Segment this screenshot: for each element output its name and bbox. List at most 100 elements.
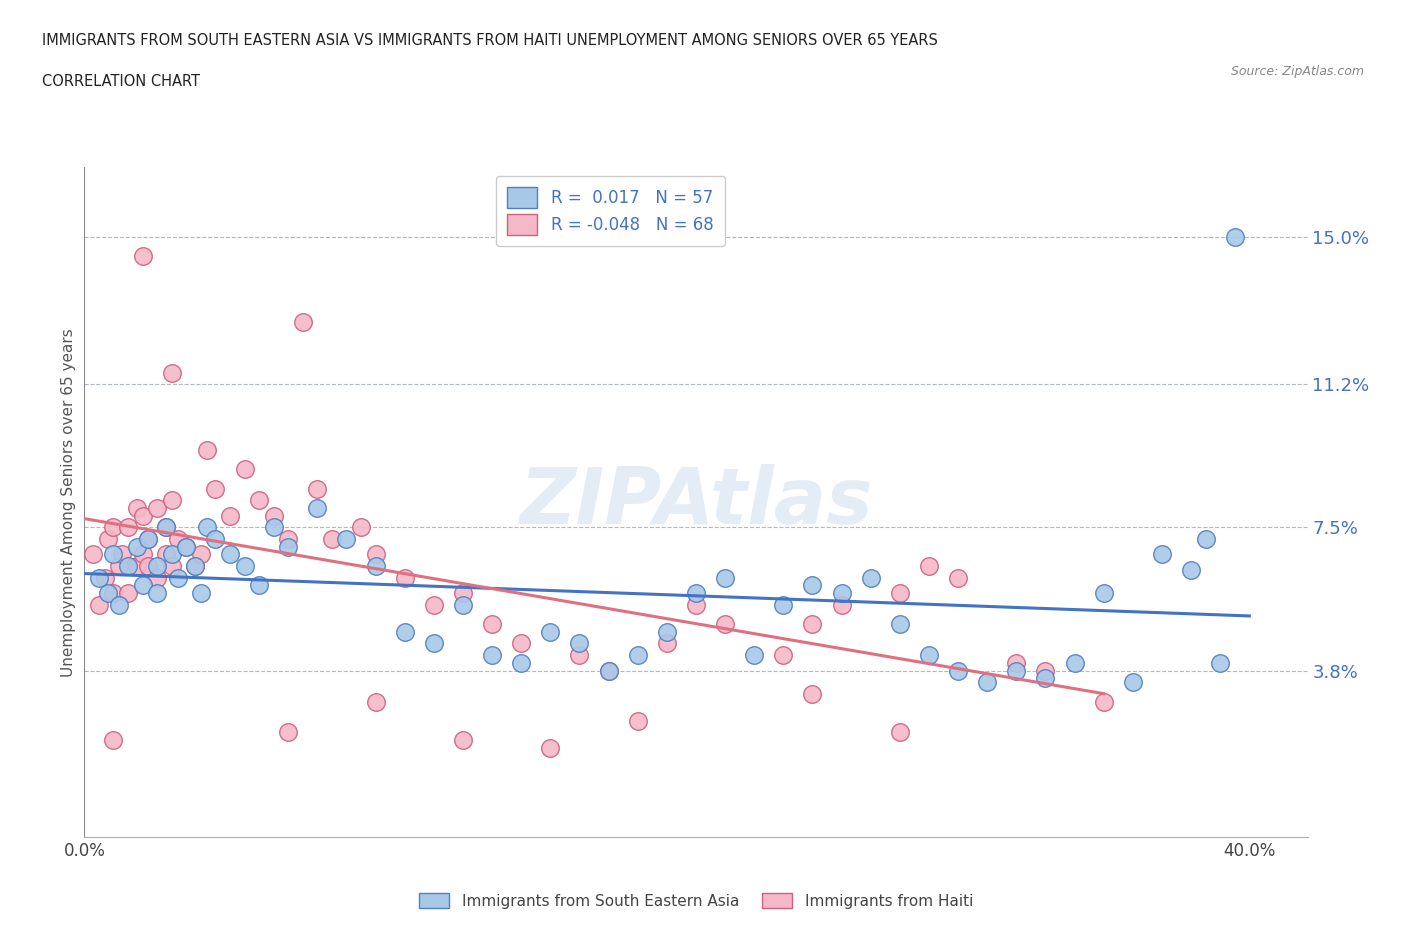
Point: [219, 133, 242, 148]
Point: [1122, 675, 1144, 690]
Point: [103, 547, 125, 562]
Point: [155, 520, 177, 535]
Point: [160, 547, 183, 562]
Point: [889, 725, 911, 740]
Point: [364, 547, 387, 562]
Point: [87, 570, 110, 585]
Point: [538, 624, 561, 639]
Point: [1005, 656, 1028, 671]
Point: [1063, 656, 1085, 671]
Point: [394, 624, 416, 639]
Point: [859, 570, 882, 585]
Point: [451, 586, 474, 601]
Point: [117, 559, 139, 574]
Point: [1092, 694, 1115, 709]
Point: [350, 520, 373, 535]
Point: [117, 520, 139, 535]
Point: [598, 663, 620, 678]
Point: [918, 559, 941, 574]
Point: [131, 509, 153, 524]
Text: IMMIGRANTS FROM SOUTH EASTERN ASIA VS IMMIGRANTS FROM HAITI UNEMPLOYMENT AMONG S: IMMIGRANTS FROM SOUTH EASTERN ASIA VS IM…: [42, 33, 938, 47]
Point: [321, 532, 343, 547]
Point: [138, 532, 160, 547]
Y-axis label: Unemployment Among Seniors over 65 years: Unemployment Among Seniors over 65 years: [60, 328, 76, 677]
Point: [174, 539, 197, 554]
Point: [423, 597, 446, 612]
Point: [125, 539, 148, 554]
Point: [125, 559, 148, 574]
Point: [307, 500, 329, 515]
Point: [423, 636, 446, 651]
Point: [146, 559, 169, 574]
Point: [1195, 532, 1218, 547]
Text: ZIPAtlas: ZIPAtlas: [519, 464, 873, 540]
Point: [831, 597, 853, 612]
Point: [291, 314, 314, 329]
Point: [97, 532, 120, 547]
Point: [103, 520, 125, 535]
Point: [160, 493, 183, 508]
Point: [233, 559, 256, 574]
Point: [510, 656, 533, 671]
Point: [108, 559, 131, 574]
Point: [97, 586, 120, 601]
Point: [685, 586, 707, 601]
Point: [655, 636, 678, 651]
Point: [568, 636, 591, 651]
Point: [146, 500, 169, 515]
Point: [263, 520, 285, 535]
Point: [1150, 547, 1173, 562]
Point: [568, 647, 591, 662]
Point: [1092, 586, 1115, 601]
Point: [233, 462, 256, 477]
Point: [108, 597, 131, 612]
Point: [510, 636, 533, 651]
Point: [714, 617, 737, 631]
Point: [451, 597, 474, 612]
Point: [195, 443, 218, 458]
Point: [155, 520, 177, 535]
Point: [160, 365, 183, 380]
Point: [184, 559, 207, 574]
Point: [111, 547, 134, 562]
Point: [335, 532, 357, 547]
Point: [772, 647, 794, 662]
Point: [627, 647, 650, 662]
Point: [277, 539, 299, 554]
Point: [364, 694, 387, 709]
Point: [307, 481, 329, 496]
Point: [801, 578, 824, 592]
Point: [131, 547, 153, 562]
Point: [831, 586, 853, 601]
Point: [655, 624, 678, 639]
Point: [1209, 656, 1232, 671]
Point: [1035, 663, 1057, 678]
Point: [277, 532, 299, 547]
Point: [87, 597, 110, 612]
Point: [889, 586, 911, 601]
Point: [117, 586, 139, 601]
Point: [976, 675, 998, 690]
Point: [801, 686, 824, 701]
Point: [160, 559, 183, 574]
Point: [184, 559, 207, 574]
Point: [1180, 563, 1202, 578]
Point: [801, 617, 824, 631]
Point: [394, 570, 416, 585]
Point: [772, 597, 794, 612]
Point: [742, 647, 765, 662]
Point: [103, 733, 125, 748]
Text: CORRELATION CHART: CORRELATION CHART: [42, 74, 200, 89]
Point: [146, 586, 169, 601]
Point: [918, 647, 941, 662]
Point: [481, 617, 503, 631]
Point: [1005, 663, 1028, 678]
Point: [219, 547, 242, 562]
Point: [1035, 671, 1057, 685]
Point: [946, 570, 969, 585]
Point: [138, 559, 160, 574]
Point: [131, 249, 153, 264]
Point: [146, 570, 169, 585]
Point: [627, 713, 650, 728]
Point: [364, 559, 387, 574]
